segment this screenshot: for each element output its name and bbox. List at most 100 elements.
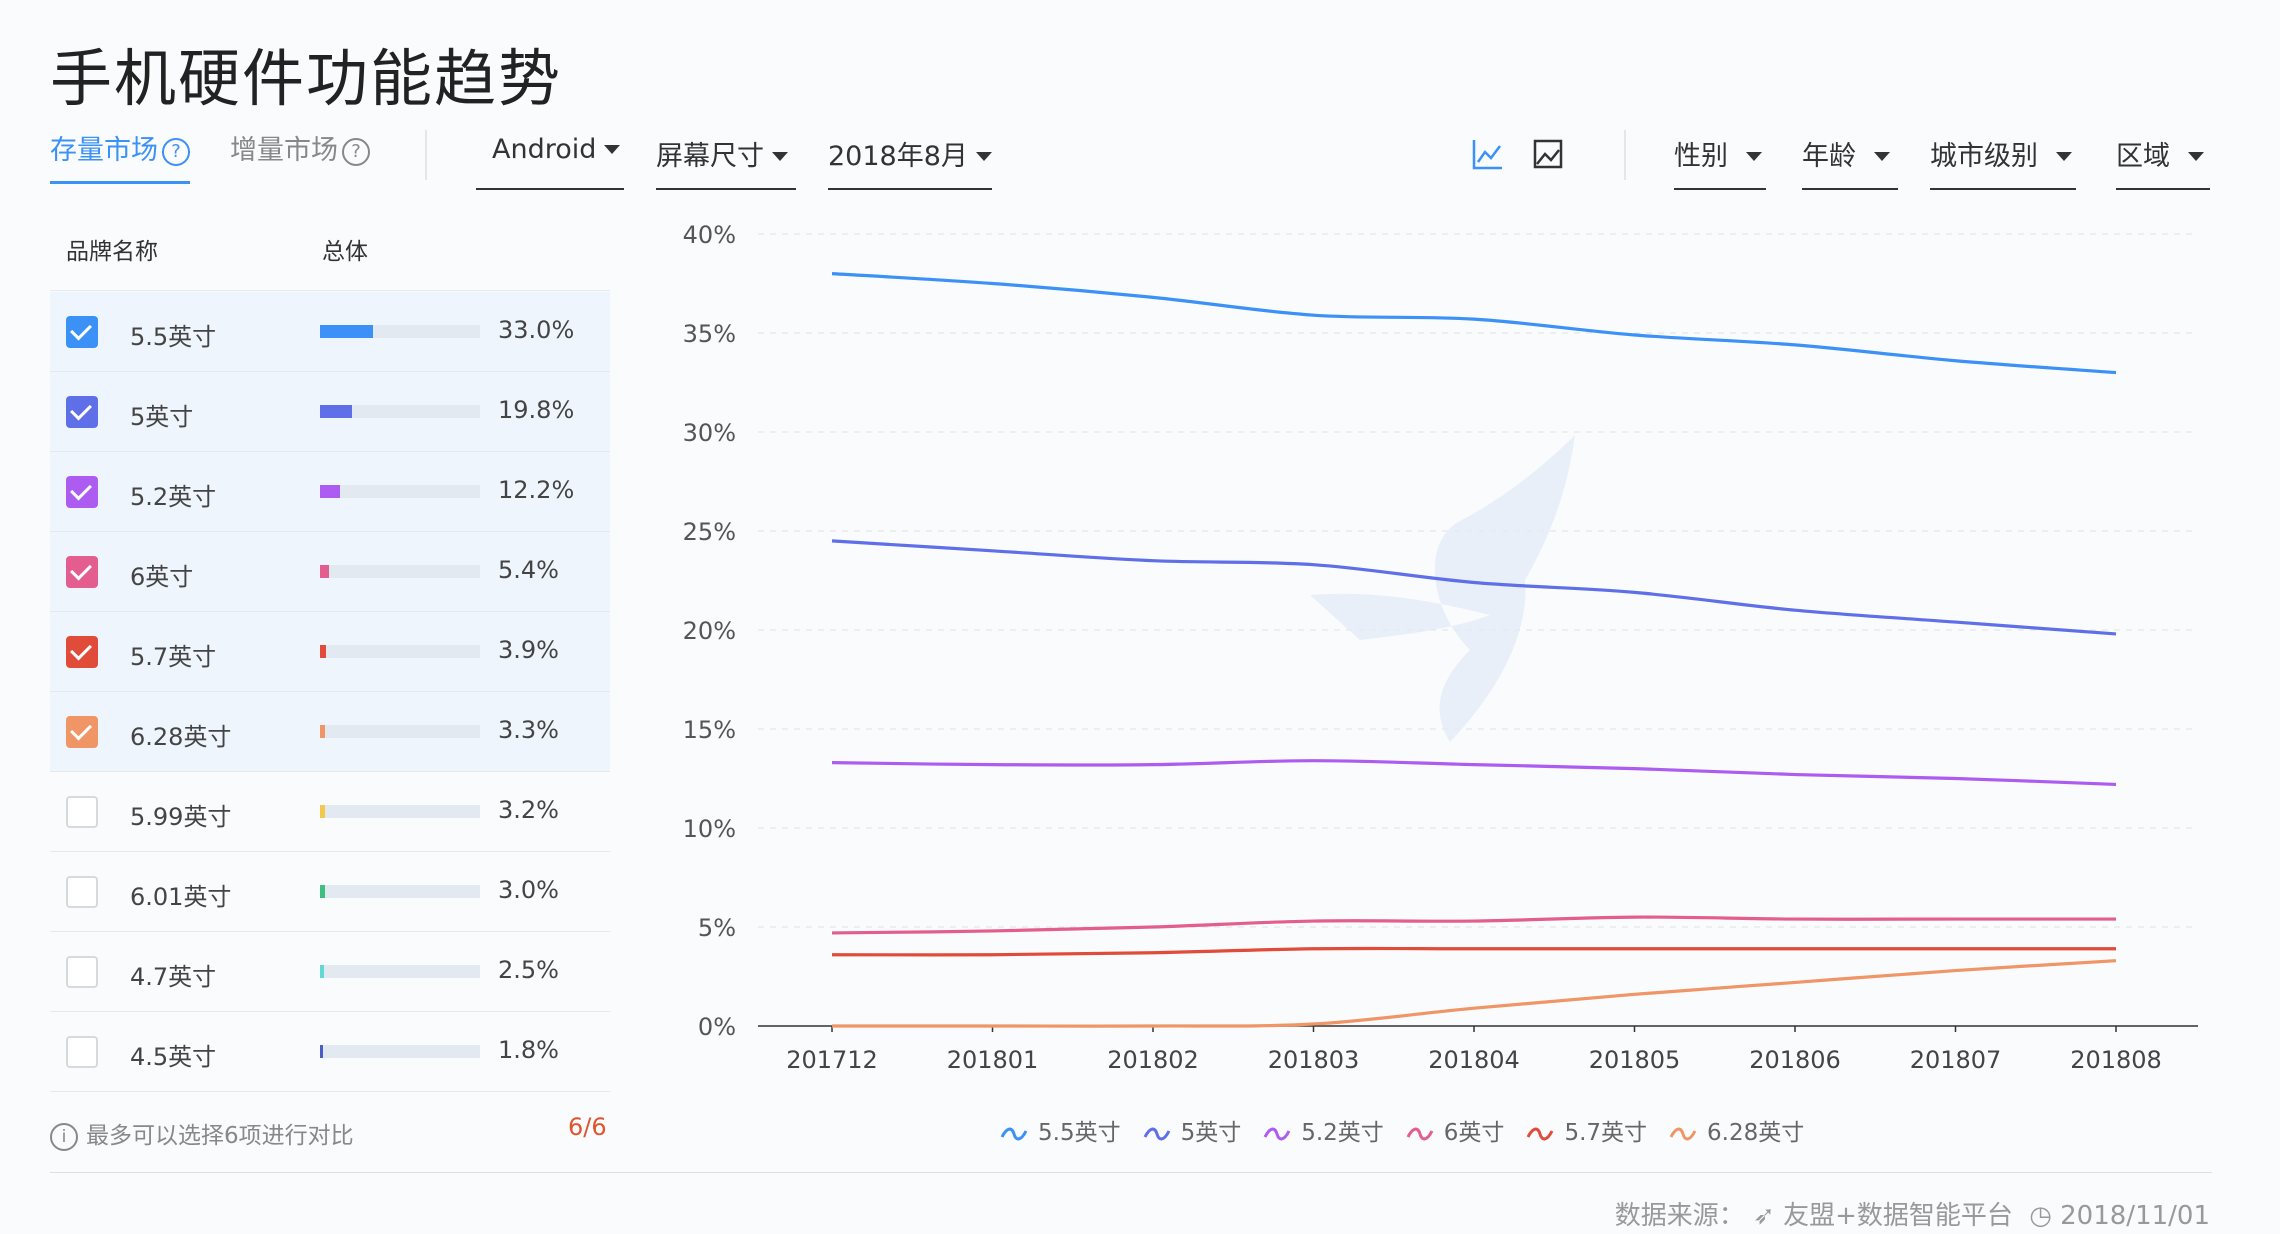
- umeng-logo-icon: ➶: [1753, 1201, 1775, 1231]
- brand-label: 6英寸: [130, 563, 194, 591]
- series-line[interactable]: [832, 959, 2117, 1028]
- y-tick-label: 30%: [683, 419, 736, 447]
- series-line[interactable]: [831, 539, 2117, 636]
- brand-label: 4.5英寸: [130, 1043, 217, 1071]
- os-dropdown[interactable]: Android: [476, 134, 624, 190]
- list-item[interactable]: 4.7英寸 2.5%: [50, 932, 610, 1012]
- os-dropdown-label: Android: [492, 134, 597, 165]
- list-item[interactable]: 6.28英寸 3.3%: [50, 692, 610, 772]
- gender-dropdown[interactable]: 性别: [1674, 134, 1766, 190]
- line-chart-icon[interactable]: [1470, 136, 1506, 172]
- share-bar-fill: [320, 565, 329, 578]
- checkbox[interactable]: [66, 396, 98, 428]
- age-dropdown[interactable]: 年龄: [1802, 134, 1898, 190]
- checkbox[interactable]: [66, 716, 98, 748]
- column-header-brand: 品牌名称: [66, 239, 158, 265]
- caret-down-icon: [1746, 152, 1762, 161]
- city-level-dropdown-label: 城市级别: [1930, 141, 2038, 172]
- legend-item[interactable]: 5.2英寸: [1263, 1113, 1384, 1147]
- share-bar-fill: [320, 645, 327, 658]
- checkbox[interactable]: [66, 1036, 98, 1068]
- share-value: 3.2%: [498, 796, 559, 824]
- tab-stock-market-label: 存量市场: [50, 135, 158, 166]
- list-item[interactable]: 6英寸 5.4%: [50, 532, 610, 612]
- list-item[interactable]: 5.7英寸 3.9%: [50, 612, 610, 692]
- image-icon[interactable]: [1530, 136, 1566, 172]
- legend-item[interactable]: 5.5英寸: [1000, 1113, 1121, 1147]
- share-bar-track: [320, 405, 480, 418]
- list-item[interactable]: 5英寸 19.8%: [50, 372, 610, 452]
- checkbox[interactable]: [66, 876, 98, 908]
- checkbox[interactable]: [66, 956, 98, 988]
- city-level-dropdown[interactable]: 城市级别: [1930, 134, 2076, 190]
- region-dropdown[interactable]: 区域: [2116, 134, 2210, 190]
- y-tick-label: 10%: [683, 815, 736, 843]
- brand-label: 6.28英寸: [130, 723, 232, 751]
- divider: [1624, 130, 1626, 180]
- watermark-logo-icon: [1310, 435, 1575, 742]
- legend-label: 6英寸: [1443, 1120, 1505, 1146]
- month-dropdown[interactable]: 2018年8月: [828, 134, 992, 190]
- share-bar-track: [320, 965, 480, 978]
- checkbox[interactable]: [66, 636, 98, 668]
- checkbox[interactable]: [66, 476, 98, 508]
- tab-stock-market[interactable]: 存量市场?: [50, 128, 190, 184]
- share-value: 12.2%: [498, 476, 575, 504]
- dimension-dropdown[interactable]: 屏幕尺寸: [656, 134, 796, 190]
- share-value: 1.8%: [498, 1036, 559, 1064]
- data-source: 数据来源： ➶ 友盟+数据智能平台 ◷ 2018/11/01: [1615, 1195, 2210, 1232]
- y-tick-label: 20%: [683, 617, 736, 645]
- source-label: 数据来源：: [1614, 1201, 1745, 1231]
- brand-label: 6.01英寸: [130, 883, 232, 911]
- x-tick-label: 201712: [786, 1046, 878, 1074]
- list-item[interactable]: 5.99英寸 3.2%: [50, 772, 610, 852]
- x-tick-label: 201807: [1910, 1046, 2002, 1074]
- checkbox[interactable]: [66, 556, 98, 588]
- y-tick-label: 25%: [683, 518, 736, 546]
- series-line[interactable]: [831, 946, 2116, 957]
- legend-item[interactable]: 5英寸: [1143, 1113, 1241, 1147]
- series-line[interactable]: [831, 272, 2117, 375]
- page-title: 手机硬件功能趋势: [50, 42, 563, 115]
- x-tick-label: 201802: [1107, 1046, 1199, 1074]
- region-dropdown-label: 区域: [2116, 141, 2170, 172]
- legend-swatch-icon: [1406, 1127, 1434, 1140]
- caret-down-icon: [604, 145, 621, 154]
- share-bar-track: [320, 885, 480, 898]
- share-bar-fill: [320, 405, 352, 418]
- brand-label: 5.2英寸: [130, 483, 217, 511]
- x-tick-label: 201801: [947, 1046, 1039, 1074]
- share-value: 19.8%: [498, 396, 575, 424]
- help-icon[interactable]: ?: [162, 138, 190, 166]
- list-item[interactable]: 4.5英寸 1.8%: [50, 1012, 610, 1092]
- y-tick-label: 35%: [683, 320, 736, 348]
- chart-legend: 5.5英寸 5英寸 5.2英寸 6英寸 5.7英寸 6.28英寸: [1000, 1113, 1826, 1147]
- tab-incremental-market[interactable]: 增量市场?: [230, 128, 370, 181]
- checkbox[interactable]: [66, 316, 98, 348]
- series-line[interactable]: [831, 759, 2117, 787]
- divider: [50, 290, 610, 291]
- list-item[interactable]: 5.2英寸 12.2%: [50, 452, 610, 532]
- legend-item[interactable]: 5.7英寸: [1526, 1113, 1647, 1147]
- share-bar-track: [320, 325, 480, 338]
- caret-down-icon: [975, 152, 992, 161]
- help-icon[interactable]: ?: [342, 138, 370, 166]
- share-value: 5.4%: [498, 556, 559, 584]
- legend-swatch-icon: [1263, 1127, 1291, 1140]
- checkbox[interactable]: [66, 796, 98, 828]
- list-item[interactable]: 5.5英寸 33.0%: [50, 292, 610, 372]
- legend-item[interactable]: 6英寸: [1406, 1113, 1505, 1147]
- share-value: 3.9%: [498, 636, 559, 664]
- list-item[interactable]: 6.01英寸 3.0%: [50, 852, 610, 932]
- divider: [50, 1172, 2212, 1173]
- legend-swatch-icon: [1000, 1127, 1028, 1140]
- series-line[interactable]: [831, 915, 2116, 935]
- y-tick-label: 40%: [683, 221, 736, 249]
- share-value: 2.5%: [498, 956, 559, 984]
- share-bar-track: [320, 485, 480, 498]
- source-date: 2018/11/01: [2060, 1201, 2210, 1231]
- source-name: 友盟+数据智能平台: [1783, 1201, 2013, 1231]
- legend-item[interactable]: 6.28英寸: [1669, 1113, 1804, 1147]
- selection-count: 6/6: [568, 1113, 607, 1141]
